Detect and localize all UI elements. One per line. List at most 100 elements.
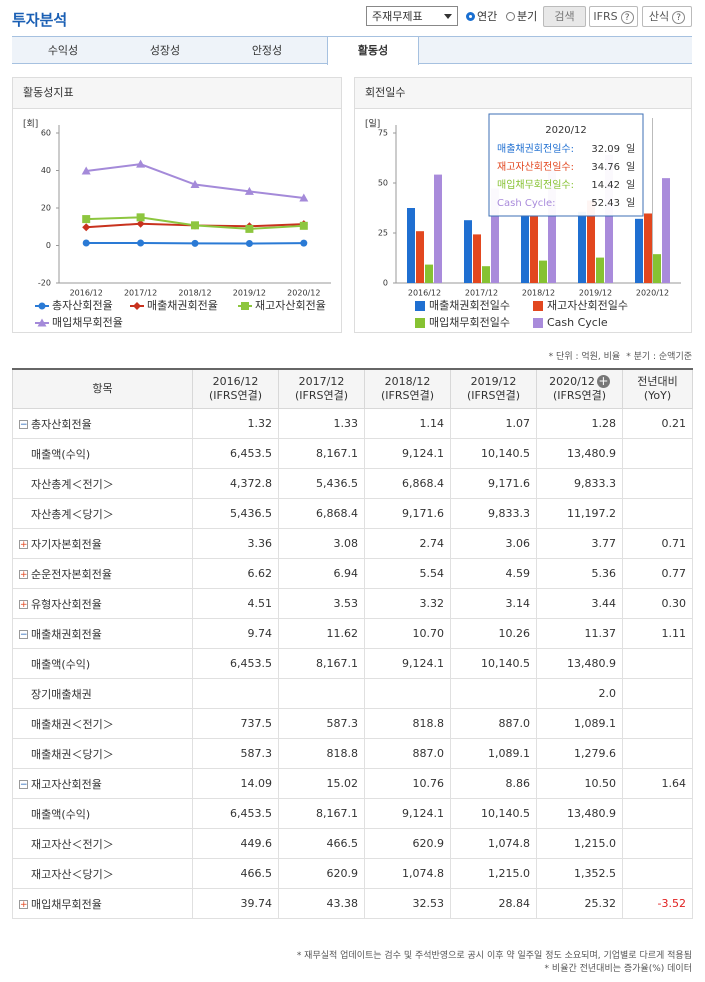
yoy-cell <box>622 498 693 529</box>
yoy-value: 0.77 <box>661 567 687 580</box>
tab[interactable]: 안정성 <box>251 44 283 57</box>
marker <box>190 180 200 189</box>
value-cell: 5.36 <box>536 558 623 589</box>
help-icon[interactable]: ? <box>620 11 634 24</box>
cell-value: 818.8 <box>326 747 359 760</box>
cell-value: 737.5 <box>240 717 273 730</box>
value-cell: 10,140.5 <box>450 798 537 829</box>
value-cell: 1.32 <box>192 408 279 439</box>
yoy-value: 1.64 <box>661 777 687 790</box>
formula-button[interactable]: 산식? <box>642 6 692 27</box>
radio-annual[interactable]: 연간 <box>466 8 497 24</box>
radio-dot[interactable] <box>466 11 475 21</box>
toggle-icon[interactable]: + <box>19 570 28 580</box>
value-cell: 5.54 <box>364 558 451 589</box>
toggle-icon[interactable]: − <box>19 780 28 790</box>
value-cell: 32.53 <box>364 888 451 919</box>
radio-label[interactable]: 분기 <box>517 10 538 23</box>
value-cell: 1,215.0 <box>536 828 623 859</box>
footnotes: * 재무실적 업데이트는 검수 및 주석반영으로 공시 이후 약 일주일 정도 … <box>297 950 692 976</box>
marker <box>245 239 253 247</box>
value-cell <box>364 678 451 709</box>
yoy-cell <box>622 648 693 679</box>
yoy-cell <box>622 468 693 499</box>
value-cell: 2.74 <box>364 528 451 559</box>
ifrs-button[interactable]: IFRS? <box>589 6 638 27</box>
cell-value: 1,279.6 <box>574 747 616 760</box>
value-cell: 10.26 <box>450 618 537 649</box>
tooltip-row: 재고자산회전일수: <box>497 161 574 173</box>
cell-value: 3.08 <box>333 537 359 550</box>
cell-value: 1,215.0 <box>488 867 530 880</box>
value-cell: 1,089.1 <box>536 708 623 739</box>
yoy-cell: 0.77 <box>622 558 693 589</box>
search-button[interactable]: 검색 <box>543 6 586 27</box>
legend-label[interactable]: 매출채권회전율 <box>147 299 218 312</box>
value-cell: 3.08 <box>278 528 365 559</box>
value-cell: 10,140.5 <box>450 438 537 469</box>
cell-value: 14.09 <box>240 777 273 790</box>
legend-label[interactable]: 재고자산회전일수 <box>547 298 628 312</box>
toggle-icon[interactable]: + <box>19 900 28 910</box>
bar <box>425 264 433 283</box>
yoy-cell <box>622 708 693 739</box>
marker <box>82 239 90 247</box>
radio-dot[interactable] <box>506 11 515 21</box>
value-cell: 13,480.9 <box>536 648 623 679</box>
row-label: 자산총계＜당기＞ <box>31 507 114 521</box>
legend-label[interactable]: 재고자산회전율 <box>255 299 326 312</box>
table-subrow: 매출채권＜당기＞ 587.3 818.8 887.0 1,089.1 1,279.6 <box>12 738 693 769</box>
cell-value: 9.74 <box>247 627 273 640</box>
cell-value: 1.32 <box>247 417 273 430</box>
toggle-icon[interactable]: − <box>19 630 28 640</box>
legend-label[interactable]: 총자산회전율 <box>52 299 113 312</box>
value-cell: 1,215.0 <box>450 858 537 889</box>
bar <box>578 211 586 283</box>
legend-marker <box>241 302 249 310</box>
row-label-cell: 자산총계＜당기＞ <box>12 498 193 529</box>
legend-label[interactable]: Cash Cycle <box>547 316 608 329</box>
row-label-cell: + 유형자산회전율 <box>12 588 193 619</box>
radio-quarter[interactable]: 분기 <box>506 8 537 24</box>
bar <box>482 266 490 283</box>
tooltip-unit: 일 <box>626 197 635 209</box>
marker <box>191 239 199 247</box>
legend-label[interactable]: 매출채권회전일수 <box>429 298 510 312</box>
bar <box>644 213 652 283</box>
tab-active[interactable]: 활동성 <box>327 37 419 65</box>
button-label[interactable]: 산식 <box>648 10 670 23</box>
header-text: 2019/12 <box>470 375 517 388</box>
value-cell: 737.5 <box>192 708 279 739</box>
cell-value: 3.32 <box>419 597 445 610</box>
header-text: 2016/12 <box>212 375 259 388</box>
report-select[interactable]: 주재무제표 <box>366 6 458 26</box>
toggle-icon[interactable]: + <box>19 600 28 610</box>
value-cell: 2.0 <box>536 678 623 709</box>
legend-label[interactable]: 매입채무회전율 <box>52 316 123 329</box>
cell-value: 8,167.1 <box>316 657 358 670</box>
value-cell: 4.59 <box>450 558 537 589</box>
button-label[interactable]: IFRS <box>593 10 618 23</box>
radio-label[interactable]: 연간 <box>477 10 498 23</box>
toggle-icon[interactable]: + <box>19 540 28 550</box>
value-cell: 14.09 <box>192 768 279 799</box>
cell-value: 1.14 <box>419 417 445 430</box>
cell-value: 10,140.5 <box>481 807 530 820</box>
cell-value: 3.77 <box>591 537 617 550</box>
yoy-cell <box>622 858 693 889</box>
cell-value: 28.84 <box>498 897 531 910</box>
row-label: 매입채무회전율 <box>31 897 102 911</box>
table-subrow: 매출액(수익) 6,453.5 8,167.1 9,124.1 10,140.5 13,4… <box>12 438 693 469</box>
toggle-icon[interactable]: − <box>19 420 28 430</box>
expand-all-icon[interactable]: + <box>596 374 610 388</box>
legend-label[interactable]: 매입채무회전일수 <box>429 315 510 329</box>
tab[interactable]: 수익성 <box>47 44 79 57</box>
value-cell: 1,074.8 <box>364 858 451 889</box>
row-label-cell: 장기매출채권 <box>12 678 193 709</box>
bar <box>605 154 613 283</box>
cell-value: 6,453.5 <box>230 657 272 670</box>
help-icon[interactable]: ? <box>672 11 686 24</box>
cell-value: 8,167.1 <box>316 807 358 820</box>
value-cell: 9,171.6 <box>450 468 537 499</box>
tab[interactable]: 성장성 <box>149 44 181 57</box>
